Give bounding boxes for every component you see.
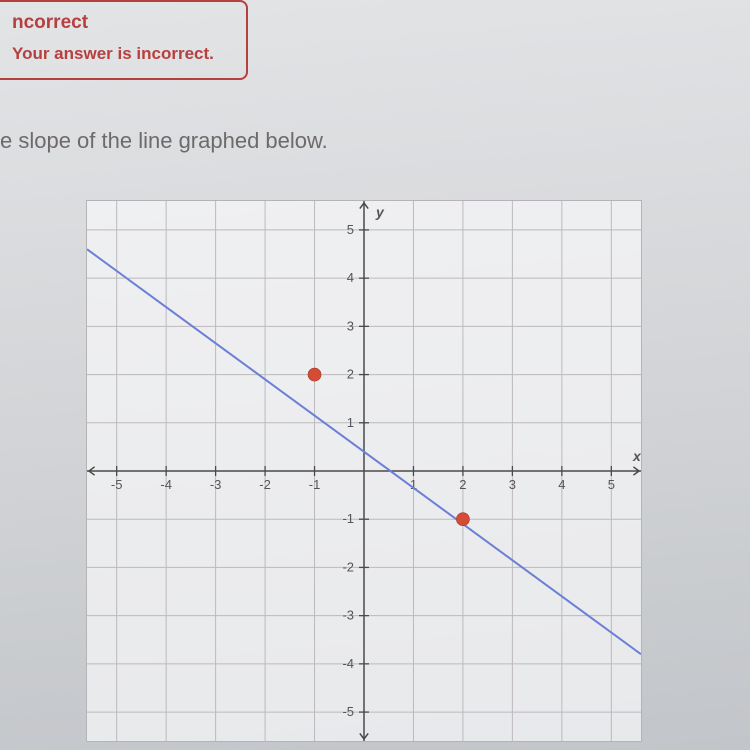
graph-panel: -5-4-3-2-112345-5-4-3-2-112345yx [86,200,642,742]
page-root: ncorrect Your answer is incorrect. e slo… [0,0,750,750]
svg-text:y: y [375,204,385,220]
feedback-box: ncorrect Your answer is incorrect. [0,0,248,80]
svg-text:-2: -2 [342,559,354,574]
svg-text:-1: -1 [309,477,321,492]
svg-text:-5: -5 [342,704,354,719]
feedback-body: Your answer is incorrect. [12,44,236,64]
svg-text:-4: -4 [160,477,172,492]
svg-text:2: 2 [347,367,354,382]
question-prompt: e slope of the line graphed below. [0,128,328,154]
svg-text:-2: -2 [259,477,271,492]
svg-text:-4: -4 [342,656,354,671]
svg-text:x: x [632,448,641,464]
svg-text:5: 5 [347,222,354,237]
svg-text:-5: -5 [111,477,123,492]
coordinate-graph: -5-4-3-2-112345-5-4-3-2-112345yx [87,201,641,741]
svg-text:2: 2 [459,477,466,492]
svg-text:1: 1 [347,415,354,430]
svg-text:4: 4 [558,477,565,492]
svg-text:3: 3 [347,318,354,333]
svg-text:-1: -1 [342,511,354,526]
svg-text:-3: -3 [342,608,354,623]
svg-text:4: 4 [347,270,354,285]
svg-text:5: 5 [608,477,615,492]
svg-text:-3: -3 [210,477,222,492]
feedback-heading: ncorrect [12,12,236,34]
svg-text:3: 3 [509,477,516,492]
